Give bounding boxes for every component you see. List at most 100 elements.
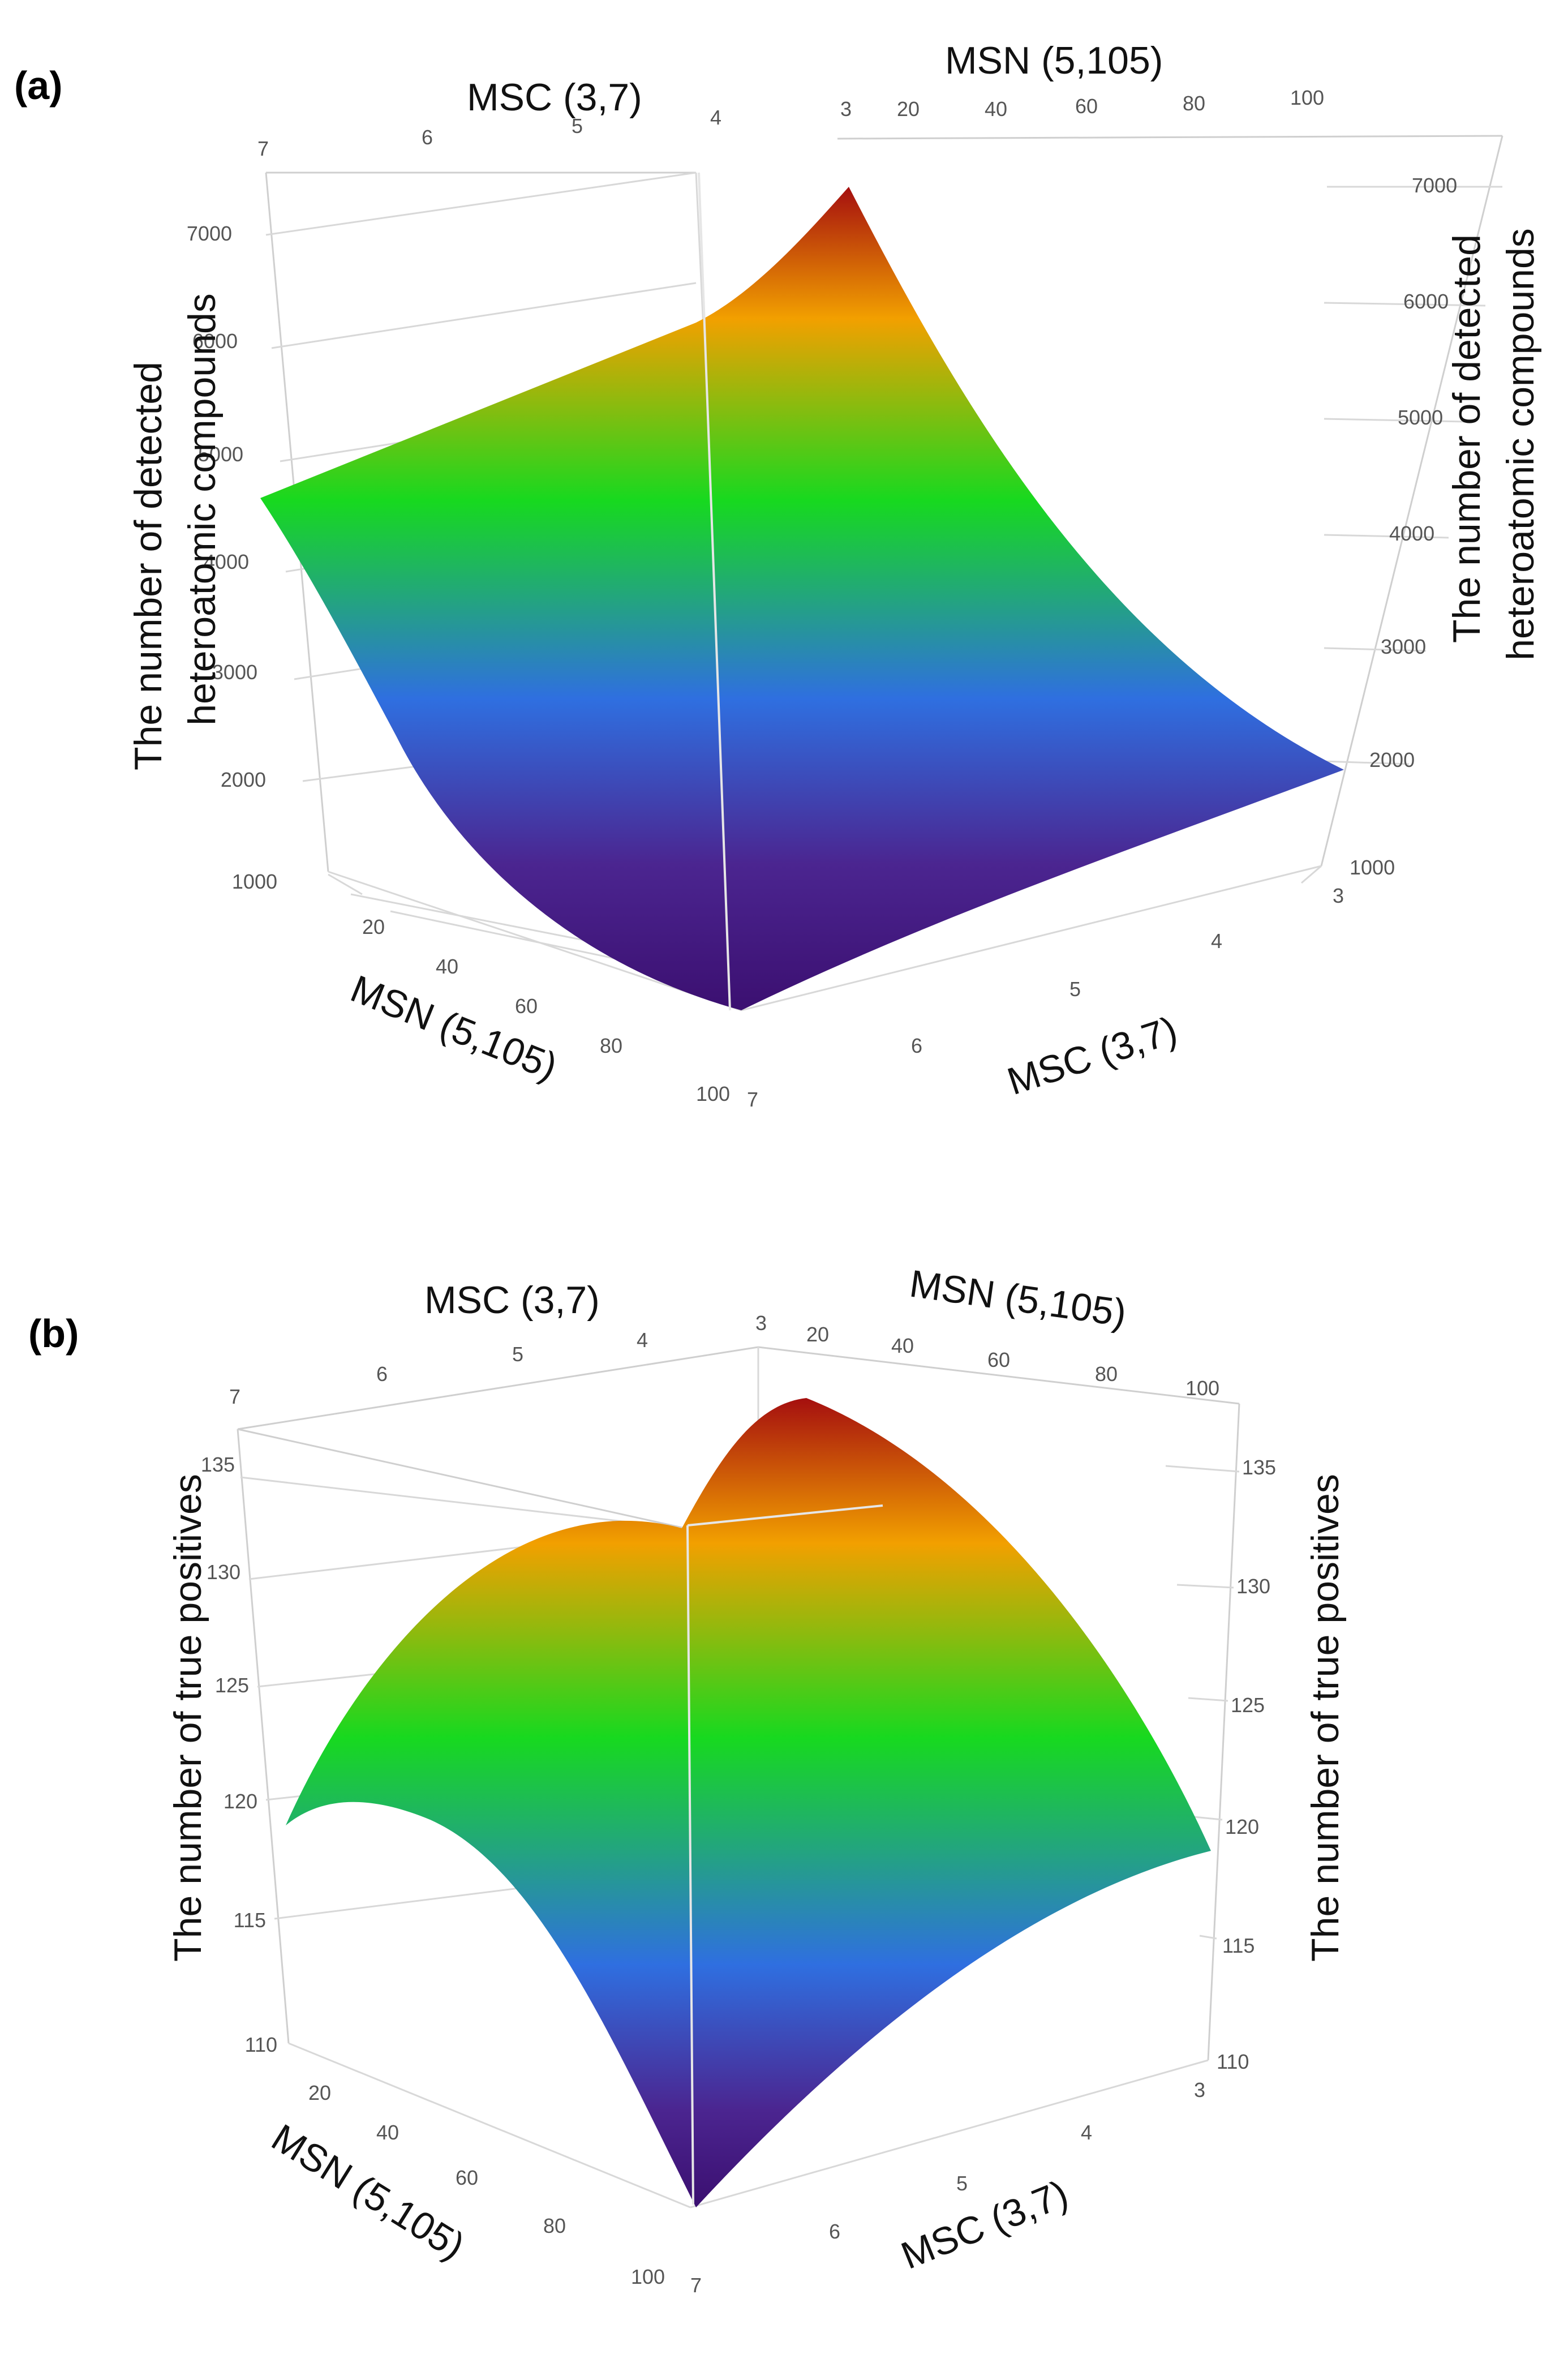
tick-label: 80 xyxy=(1183,92,1205,115)
tick-label: 6 xyxy=(422,126,433,149)
tick-label: 135 xyxy=(201,1453,235,1476)
tick-label: 3 xyxy=(1333,884,1344,907)
panel-b-top-msn-title: MSN (5,105) xyxy=(907,1262,1129,1335)
tick-label: 6000 xyxy=(192,329,238,353)
panel-a: (a) MSC (3,7) MSN (5,105) 7 6 5 4 3 20 4… xyxy=(14,39,1542,1111)
tick-label: 7 xyxy=(257,137,269,160)
panel-b-surface xyxy=(286,1398,1211,2207)
tick-label: 115 xyxy=(1222,1934,1255,1957)
tick-label: 130 xyxy=(1236,1575,1270,1598)
tick-label: 110 xyxy=(1217,2050,1249,2073)
tick-label: 4 xyxy=(710,106,721,129)
panel-b-surface-crease xyxy=(686,1525,694,2205)
tick-label: 1000 xyxy=(1350,856,1395,879)
panel-b-bottom-msc-title: MSC (3,7) xyxy=(895,2172,1074,2278)
panel-a-left-axis-title-line2: heteroatomic compounds xyxy=(181,293,224,726)
tick-label: 3000 xyxy=(212,661,257,684)
tick-label: 120 xyxy=(1225,1815,1259,1838)
tick-label: 80 xyxy=(1095,1362,1118,1386)
tick-label: 135 xyxy=(1242,1456,1276,1479)
tick-label: 40 xyxy=(985,97,1007,121)
tick-label: 60 xyxy=(1075,95,1098,118)
tick-label: 4 xyxy=(1211,929,1222,953)
tick-label: 125 xyxy=(215,1674,249,1697)
tick-label: 100 xyxy=(696,1082,730,1105)
panel-b-surface-crease-top xyxy=(687,1504,883,1526)
tick-label: 3000 xyxy=(1381,635,1426,658)
panel-a-top-msc-title: MSC (3,7) xyxy=(467,76,642,119)
panel-a-left-z-ticks: 1000 2000 3000 4000 5000 6000 7000 xyxy=(187,222,277,893)
tick-label: 100 xyxy=(1290,86,1324,109)
tick-label: 3 xyxy=(755,1311,767,1335)
tick-label: 5 xyxy=(512,1343,523,1366)
tick-label: 100 xyxy=(631,2265,665,2288)
panel-a-label: (a) xyxy=(14,63,63,108)
tick-label: 2000 xyxy=(1369,748,1415,771)
panel-b-right-axis-title: The number of true positives xyxy=(1304,1474,1347,1962)
tick-label: 1000 xyxy=(232,870,277,893)
tick-label: 115 xyxy=(234,1909,266,1932)
panel-a-bottom-msn-ticks: 20 40 60 80 100 xyxy=(362,915,730,1105)
panel-b-left-axis-title: The number of true positives xyxy=(166,1474,209,1962)
tick-label: 40 xyxy=(376,2121,399,2144)
panel-a-bottom-msc-ticks: 3 4 5 6 7 xyxy=(747,884,1344,1111)
tick-label: 4000 xyxy=(1389,522,1434,545)
panel-b-bottom-msn-title: MSN (5,105) xyxy=(264,2116,472,2268)
tick-label: 5000 xyxy=(1398,406,1443,429)
tick-label: 40 xyxy=(436,955,458,978)
tick-label: 2000 xyxy=(221,768,266,791)
tick-label: 60 xyxy=(456,2166,478,2189)
panel-a-surface-crease xyxy=(698,172,731,1011)
tick-label: 100 xyxy=(1185,1377,1219,1400)
tick-label: 5 xyxy=(1069,977,1081,1001)
tick-label: 80 xyxy=(543,2214,566,2237)
tick-label: 7000 xyxy=(187,222,232,245)
tick-label: 20 xyxy=(362,915,385,938)
tick-label: 4000 xyxy=(204,550,249,573)
tick-label: 6 xyxy=(376,1362,388,1386)
panel-b-label: (b) xyxy=(28,1311,79,1356)
tick-label: 6 xyxy=(829,2220,840,2243)
tick-label: 4 xyxy=(637,1328,648,1352)
panel-a-right-z-ticks: 1000 2000 3000 4000 5000 6000 7000 xyxy=(1350,174,1457,879)
panel-b-bottom-msc-ticks: 3 4 5 6 7 xyxy=(690,2078,1205,2297)
panel-b-left-z-ticks: 110 115 120 125 130 135 xyxy=(201,1453,277,2056)
tick-label: 125 xyxy=(1231,1693,1265,1717)
tick-label: 5 xyxy=(572,114,583,138)
panel-a-top-msn-title: MSN (5,105) xyxy=(945,39,1163,82)
tick-label: 3 xyxy=(840,97,852,121)
tick-label: 20 xyxy=(308,2081,331,2104)
tick-label: 5 xyxy=(956,2172,968,2195)
tick-label: 7 xyxy=(229,1385,240,1408)
tick-label: 60 xyxy=(515,994,538,1018)
panel-b-right-z-ticks: 110 115 120 125 130 135 xyxy=(1217,1456,1276,2073)
tick-label: 20 xyxy=(806,1323,829,1346)
tick-label: 60 xyxy=(987,1348,1010,1371)
tick-label: 110 xyxy=(245,2033,277,2056)
tick-label: 7000 xyxy=(1412,174,1457,197)
panel-b: (b) MSC (3,7) MSN (5,105) 7 6 5 4 3 20 4… xyxy=(28,1262,1347,2297)
panel-a-left-axis-title-line1: The number of detected xyxy=(127,362,170,770)
panel-b-top-msn-ticks: 20 40 60 80 100 xyxy=(806,1323,1219,1400)
tick-label: 5000 xyxy=(198,443,243,466)
tick-label: 7 xyxy=(690,2274,702,2297)
panel-a-top-msc-ticks: 7 6 5 4 3 xyxy=(257,97,852,160)
tick-label: 20 xyxy=(897,97,920,121)
panel-b-top-msc-ticks: 7 6 5 4 3 xyxy=(229,1311,767,1408)
tick-label: 130 xyxy=(207,1560,240,1584)
panel-b-bottom-msn-ticks: 20 40 60 80 100 xyxy=(308,2081,665,2288)
panel-a-right-axis-title-line1: The number of detected xyxy=(1445,234,1488,643)
panel-a-surface xyxy=(260,187,1344,1010)
tick-label: 3 xyxy=(1194,2078,1205,2102)
tick-label: 6 xyxy=(911,1034,922,1057)
tick-label: 4 xyxy=(1081,2121,1092,2144)
panel-a-bottom-msc-title: MSC (3,7) xyxy=(1002,1008,1182,1103)
panel-a-right-axis-title-line2: heteroatomic compounds xyxy=(1499,228,1542,661)
panel-a-top-msn-ticks: 20 40 60 80 100 xyxy=(897,86,1324,121)
tick-label: 7 xyxy=(747,1088,758,1111)
tick-label: 6000 xyxy=(1403,290,1449,313)
tick-label: 120 xyxy=(224,1790,257,1813)
panel-a-bottom-msn-title: MSN (5,105) xyxy=(345,967,563,1088)
tick-label: 80 xyxy=(600,1034,622,1057)
